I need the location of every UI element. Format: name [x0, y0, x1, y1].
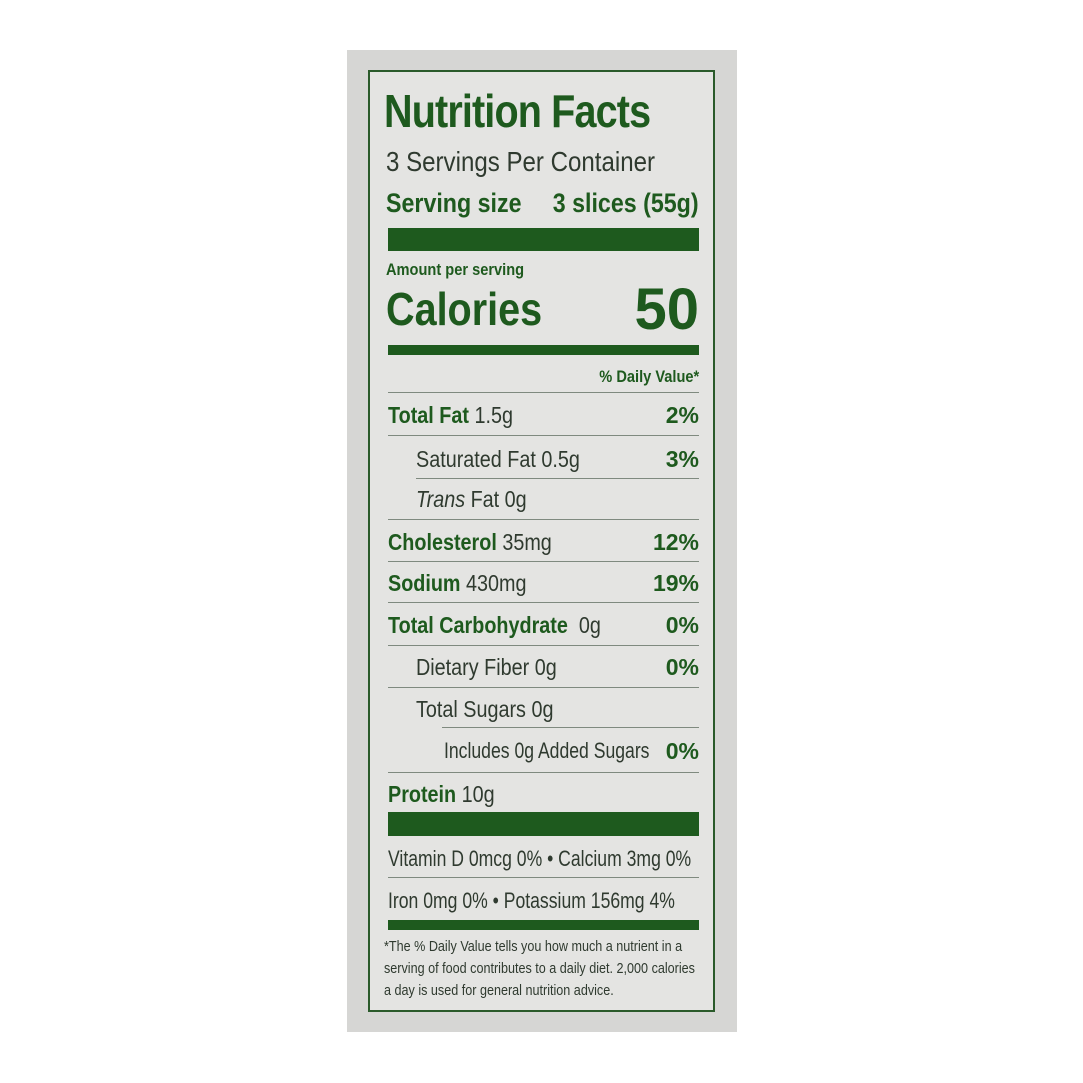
- divider: [388, 645, 699, 646]
- dv-total-fat: 2%: [665, 402, 699, 428]
- nutrient-added-sugars: Includes 0g Added Sugars: [444, 738, 650, 763]
- footnote: *The % Daily Value tells you how much a …: [384, 938, 695, 999]
- serving-size-label: Serving size: [386, 188, 522, 218]
- divider: [388, 392, 699, 393]
- calories-value: 50: [634, 277, 699, 342]
- dv-added-sugars: 0%: [665, 738, 699, 764]
- dv-cholesterol: 12%: [652, 529, 699, 555]
- divider: [388, 772, 699, 773]
- divider: [388, 877, 699, 878]
- amount-per-serving: Amount per serving: [386, 260, 525, 279]
- nutrient-dietary-fiber: Dietary Fiber 0g: [416, 654, 557, 680]
- nutrient-saturated-fat: Saturated Fat 0.5g: [416, 446, 580, 472]
- calories-label: Calories: [386, 283, 543, 335]
- divider: [388, 602, 699, 603]
- label-title: Nutrition Facts: [384, 85, 651, 137]
- divider: [388, 519, 699, 520]
- medium-divider: [388, 345, 699, 355]
- vitamins-row-1: Vitamin D 0mcg 0% • Calcium 3mg 0%: [388, 846, 692, 871]
- dv-saturated-fat: 3%: [665, 446, 699, 472]
- nutrient-trans-fat: Trans Fat 0g: [416, 486, 527, 512]
- divider: [416, 478, 699, 479]
- divider: [388, 435, 699, 436]
- nutrient-cholesterol: Cholesterol 35mg: [388, 529, 552, 555]
- nutrient-total-sugars: Total Sugars 0g: [416, 696, 554, 722]
- nutrient-total-carbohydrate: Total Carbohydrate 0g: [388, 612, 601, 638]
- medium-divider: [388, 920, 699, 930]
- dv-sodium: 19%: [652, 570, 699, 596]
- vitamins-row-2: Iron 0mg 0% • Potassium 156mg 4%: [388, 888, 675, 913]
- servings-per-container: 3 Servings Per Container: [386, 146, 656, 177]
- divider: [388, 561, 699, 562]
- dv-dietary-fiber: 0%: [665, 654, 699, 680]
- serving-size-value: 3 slices (55g): [553, 188, 699, 218]
- daily-value-header: % Daily Value*: [599, 367, 699, 386]
- divider: [442, 727, 699, 728]
- nutrition-facts-label: Nutrition Facts 3 Servings Per Container…: [368, 70, 715, 1012]
- thick-divider: [388, 812, 699, 836]
- nutrient-total-fat: Total Fat 1.5g: [388, 402, 513, 428]
- nutrient-protein: Protein 10g: [388, 781, 495, 807]
- divider: [388, 687, 699, 688]
- nutrient-sodium: Sodium 430mg: [388, 570, 527, 596]
- dv-total-carbohydrate: 0%: [665, 612, 699, 638]
- thick-divider: [388, 228, 699, 251]
